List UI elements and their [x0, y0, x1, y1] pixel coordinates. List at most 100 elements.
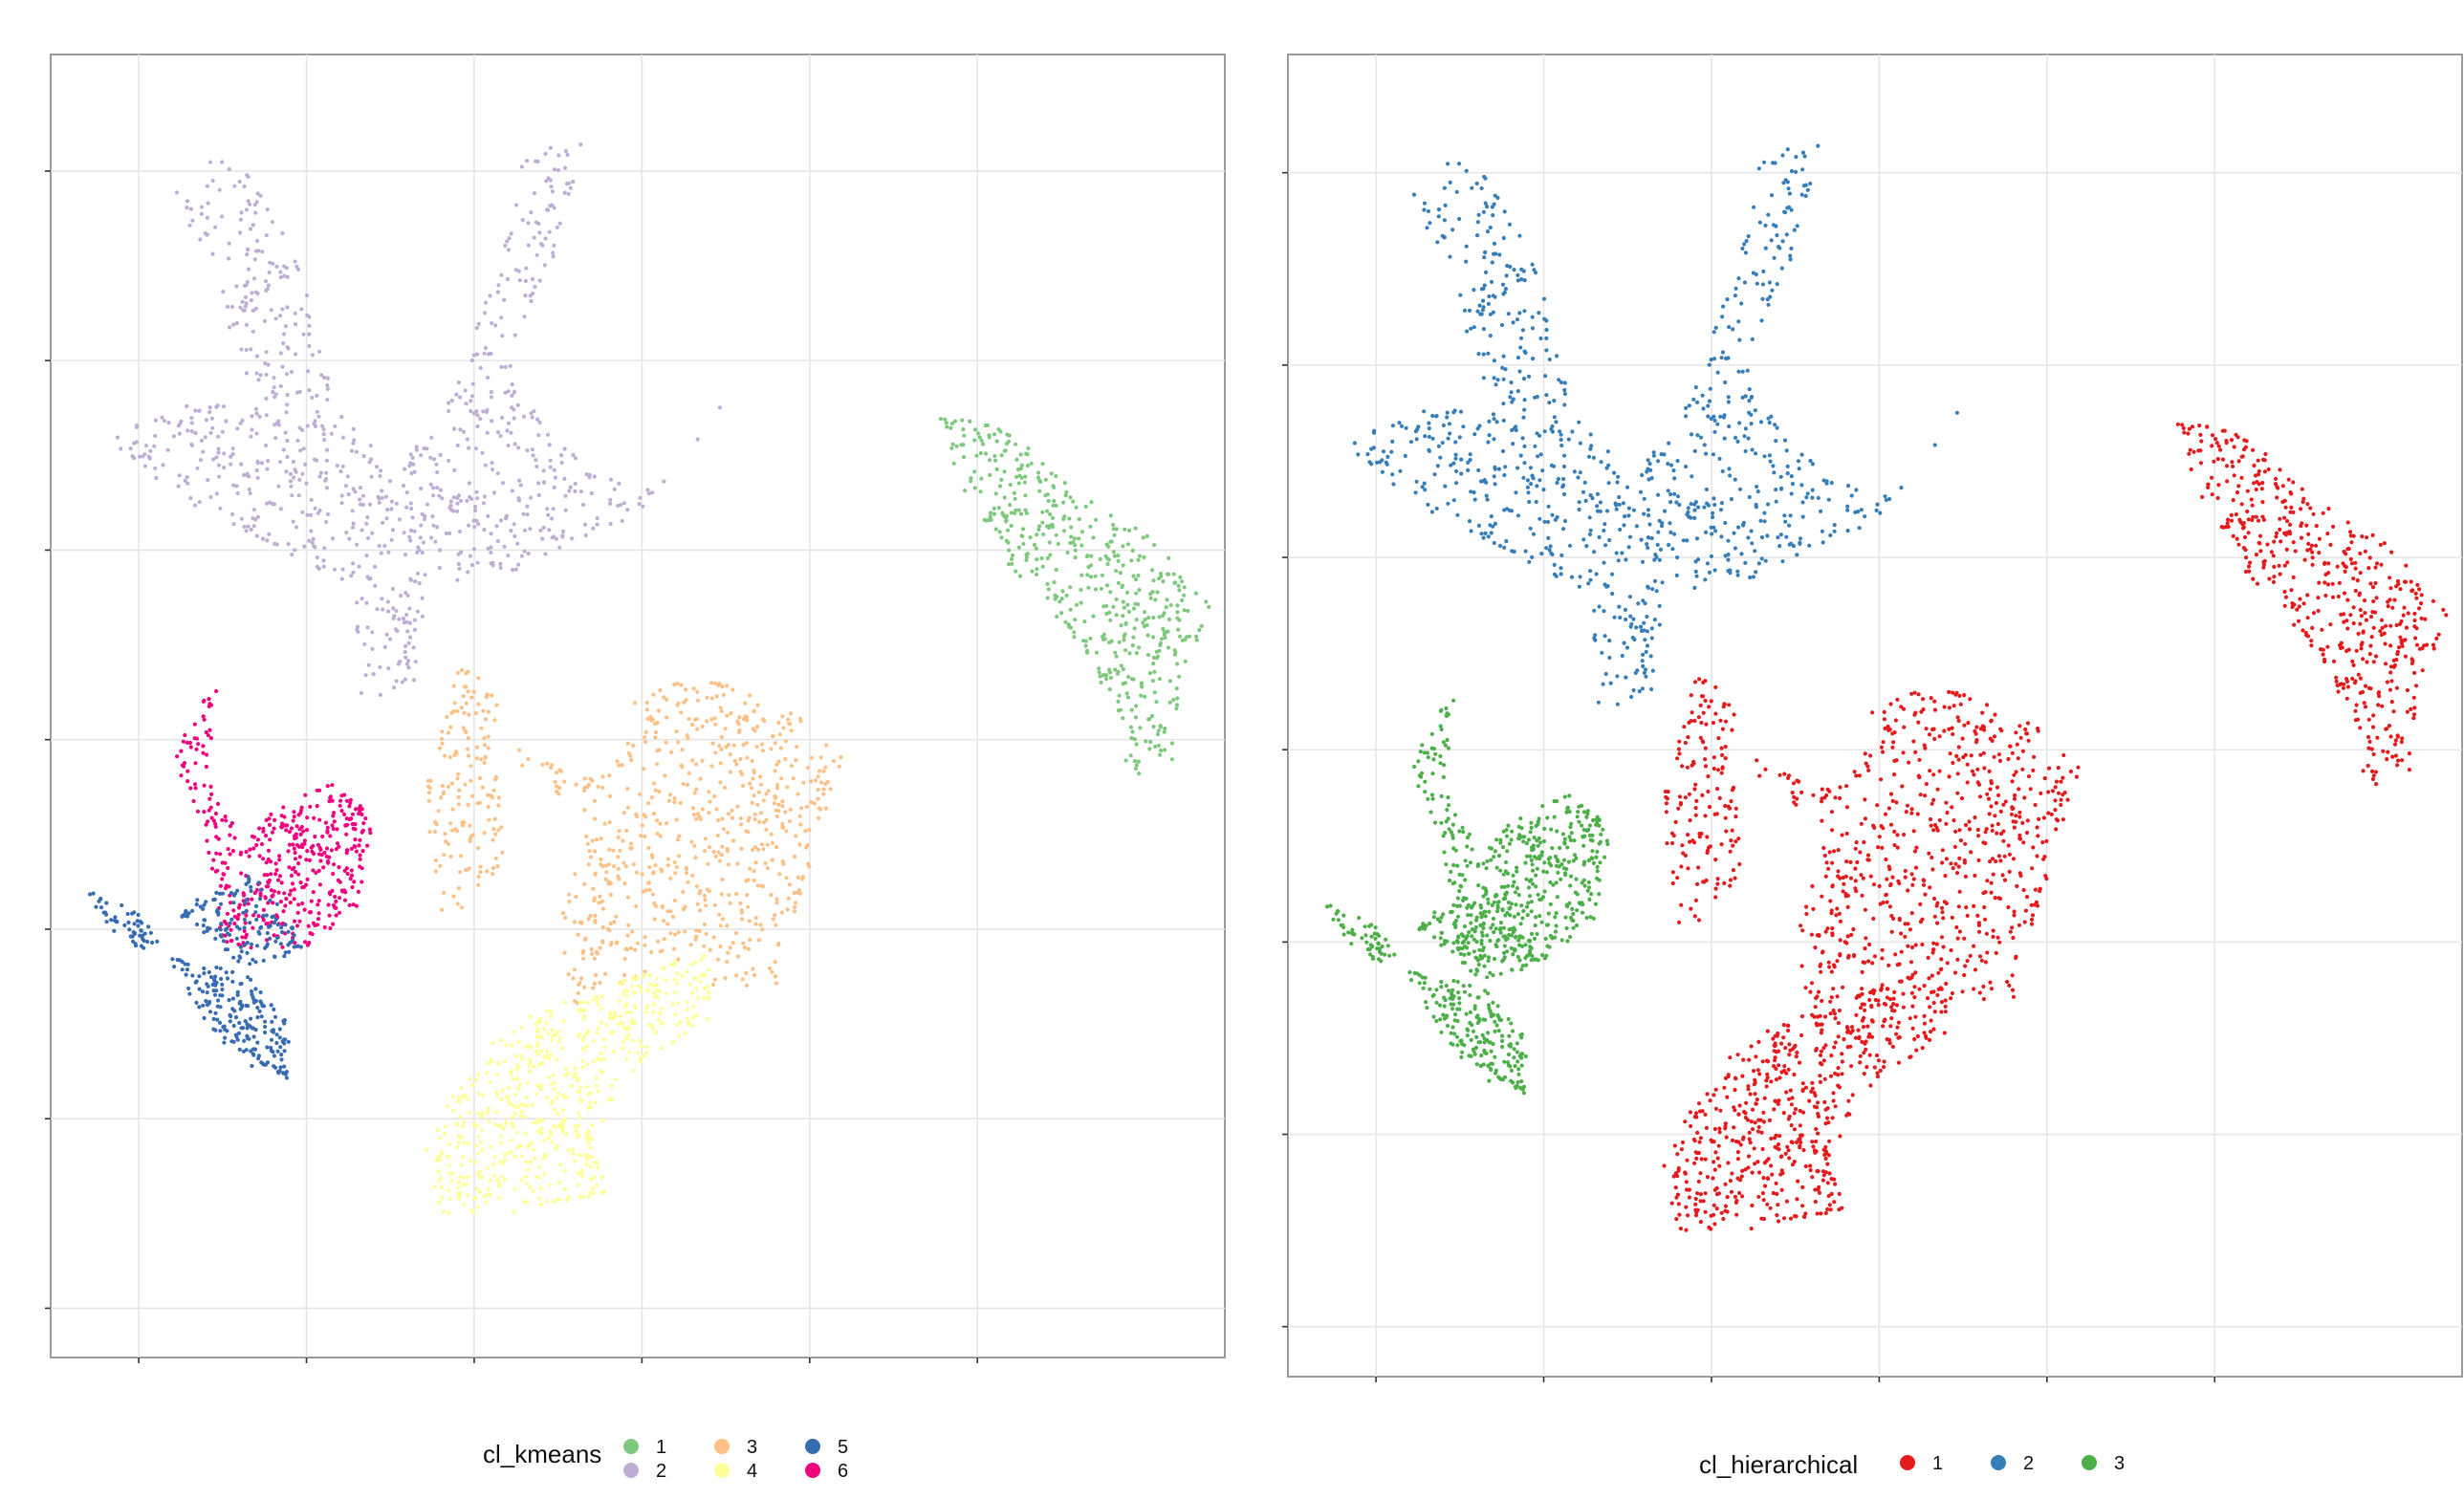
data-point	[381, 607, 385, 612]
data-point	[706, 861, 710, 866]
data-point	[2388, 623, 2393, 628]
data-point	[687, 716, 691, 722]
data-point	[1118, 571, 1123, 576]
data-point	[150, 940, 155, 945]
data-point	[1074, 602, 1079, 607]
data-point	[604, 870, 609, 875]
data-point	[470, 381, 475, 386]
data-point	[1643, 638, 1647, 642]
data-point	[261, 1004, 267, 1009]
data-point	[1486, 301, 1491, 306]
data-point	[743, 701, 748, 706]
data-point	[478, 365, 483, 370]
data-point	[523, 293, 528, 298]
data-point	[1531, 357, 1536, 361]
data-point	[229, 462, 233, 467]
data-point	[560, 1129, 565, 1134]
data-point	[553, 475, 558, 480]
data-point	[1459, 457, 1464, 462]
data-point	[1808, 181, 1813, 186]
data-point	[493, 832, 498, 836]
data-point	[205, 232, 209, 237]
data-point	[1767, 280, 1772, 285]
data-point	[1695, 433, 1700, 438]
data-point	[441, 1209, 446, 1214]
data-point	[617, 829, 621, 834]
data-point	[354, 903, 359, 908]
data-point	[475, 424, 480, 429]
data-point	[212, 977, 217, 983]
data-point	[507, 1085, 512, 1090]
data-point	[474, 1123, 479, 1128]
data-point	[1157, 576, 1162, 581]
data-point	[1739, 301, 1744, 306]
data-point	[680, 748, 685, 752]
data-point	[390, 528, 396, 532]
data-point	[676, 1001, 681, 1006]
data-point	[1694, 536, 1700, 541]
data-point	[438, 488, 444, 492]
data-point	[2309, 643, 2314, 648]
data-point	[2254, 514, 2258, 519]
data-point	[580, 1058, 585, 1063]
data-point	[1556, 476, 1560, 482]
data-point	[582, 808, 587, 813]
data-point	[528, 1160, 534, 1165]
data-point	[252, 890, 257, 896]
data-point	[214, 927, 219, 933]
data-point	[1755, 489, 1760, 494]
data-point	[1492, 376, 1496, 380]
data-point	[1476, 212, 1481, 217]
data-point	[1143, 618, 1147, 622]
data-point	[485, 692, 490, 697]
data-point	[1427, 421, 1431, 425]
data-point	[198, 458, 203, 463]
data-point	[455, 577, 460, 582]
data-point	[512, 333, 517, 337]
data-point	[420, 596, 425, 600]
data-point	[571, 452, 576, 457]
data-point	[565, 1198, 570, 1203]
data-point	[251, 1034, 256, 1039]
data-point	[642, 813, 646, 817]
data-point	[504, 1119, 509, 1124]
data-point	[339, 493, 344, 498]
data-point	[1472, 288, 1476, 293]
data-point	[211, 1027, 216, 1032]
data-point	[245, 173, 250, 178]
data-point	[351, 570, 356, 575]
data-point	[575, 1075, 579, 1080]
data-point	[486, 746, 491, 750]
data-point	[2362, 598, 2367, 603]
data-point	[1522, 309, 1527, 314]
data-point	[738, 901, 743, 906]
data-point	[997, 484, 1003, 489]
data-point	[281, 1037, 287, 1042]
data-point	[464, 1182, 469, 1186]
data-point	[1743, 560, 1748, 566]
data-point	[509, 430, 513, 435]
data-point	[2269, 550, 2274, 554]
data-point	[295, 267, 301, 272]
data-point	[1183, 659, 1188, 663]
data-point	[702, 986, 708, 990]
data-point	[287, 842, 293, 847]
data-point	[644, 700, 649, 706]
data-point	[1603, 634, 1607, 639]
data-point	[330, 798, 335, 803]
data-point	[616, 835, 621, 839]
data-point	[475, 1205, 480, 1209]
data-point	[2310, 555, 2315, 560]
data-point	[2200, 494, 2205, 500]
data-point	[1026, 445, 1031, 451]
data-point	[1132, 759, 1138, 764]
data-point	[1399, 424, 1405, 428]
data-point	[2394, 685, 2400, 690]
data-point	[588, 776, 593, 781]
data-point	[248, 962, 252, 967]
data-point	[461, 1119, 466, 1124]
cluster-6-points	[175, 688, 373, 950]
data-point	[1586, 581, 1591, 586]
data-point	[992, 432, 997, 437]
data-point	[2314, 524, 2319, 529]
